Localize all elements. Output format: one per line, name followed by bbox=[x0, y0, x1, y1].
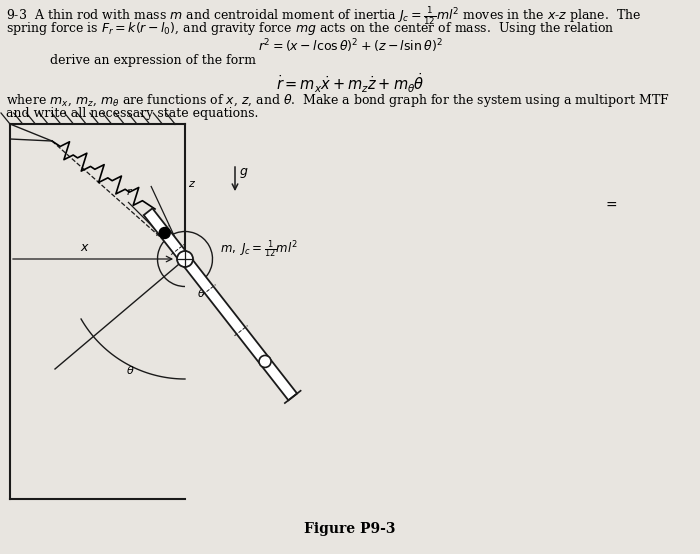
Text: $r$: $r$ bbox=[127, 186, 134, 197]
Text: where $m_x$, $m_z$, $m_\theta$ are functions of $x$, $z$, and $\theta$.  Make a : where $m_x$, $m_z$, $m_\theta$ are funct… bbox=[6, 92, 669, 109]
Text: $x$: $x$ bbox=[80, 241, 90, 254]
Polygon shape bbox=[260, 358, 297, 401]
Text: Figure P9-3: Figure P9-3 bbox=[304, 522, 395, 536]
Text: $r^2 = (x - l\cos\theta)^2 + (z - l\sin\theta)^2$: $r^2 = (x - l\cos\theta)^2 + (z - l\sin\… bbox=[258, 37, 442, 55]
Text: $\theta$: $\theta$ bbox=[126, 364, 134, 376]
Text: 9-3  A thin rod with mass $m$ and centroidal moment of inertia $J_c = \frac{1}{1: 9-3 A thin rod with mass $m$ and centroi… bbox=[6, 5, 641, 27]
Text: $\rm{=}$: $\rm{=}$ bbox=[603, 197, 617, 211]
Text: derive an expression of the form: derive an expression of the form bbox=[50, 54, 256, 67]
Text: $z$: $z$ bbox=[188, 179, 196, 189]
Text: $\dot{r} = m_x\dot{x} + m_z\dot{z} + m_\theta\dot{\theta}$: $\dot{r} = m_x\dot{x} + m_z\dot{z} + m_\… bbox=[276, 71, 424, 95]
Circle shape bbox=[177, 251, 193, 267]
Circle shape bbox=[259, 356, 271, 367]
Text: $m,\ J_c = \frac{1}{12}ml^2$: $m,\ J_c = \frac{1}{12}ml^2$ bbox=[220, 238, 298, 260]
Text: $\theta$: $\theta$ bbox=[197, 287, 206, 299]
Text: spring force is $F_r = k(r - l_0)$, and gravity force $mg$ acts on the center of: spring force is $F_r = k(r - l_0)$, and … bbox=[6, 20, 615, 37]
Circle shape bbox=[159, 228, 170, 238]
Text: $g$: $g$ bbox=[239, 166, 248, 180]
Polygon shape bbox=[144, 208, 270, 365]
Text: and write all necessary state equations.: and write all necessary state equations. bbox=[6, 107, 258, 120]
